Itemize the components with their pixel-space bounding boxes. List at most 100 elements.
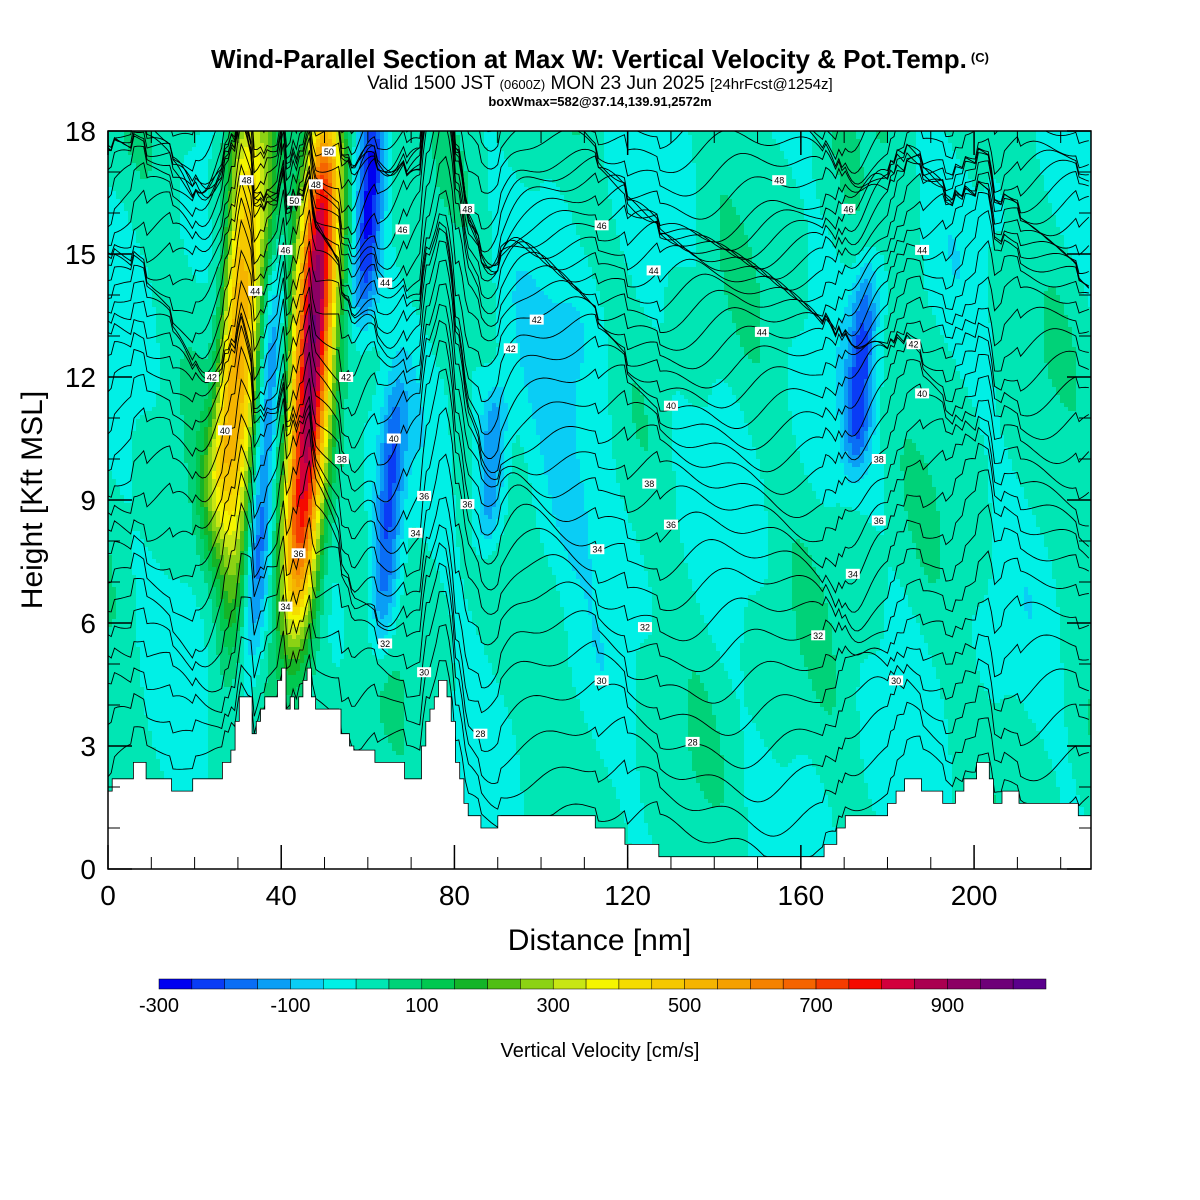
theta-contour-label-text: 46 (397, 225, 407, 235)
theta-contour-label: 46 (395, 224, 409, 235)
colorbar-swatch (323, 979, 356, 989)
colorbar-swatch (652, 979, 685, 989)
colorbar-swatch (422, 979, 455, 989)
theta-contour-label-text: 44 (250, 286, 260, 296)
theta-contour-label-text: 42 (908, 340, 918, 350)
theta-contour-label-text: 36 (666, 520, 676, 530)
colorbar-swatch (488, 979, 521, 989)
y-tick-label: 12 (65, 362, 96, 393)
theta-contour-label: 44 (755, 327, 769, 338)
theta-contour-label: 36 (417, 491, 431, 502)
theta-contour-label-text: 38 (644, 479, 654, 489)
theta-contour-label: 42 (504, 343, 518, 354)
colorbar-swatch (1013, 979, 1046, 989)
theta-contour-label-text: 32 (640, 623, 650, 633)
theta-contour-label: 28 (473, 729, 487, 740)
theta-contour-label: 44 (915, 245, 929, 256)
theta-contour-label: 36 (872, 516, 886, 527)
y-tick-label: 9 (80, 485, 96, 516)
theta-contour-label-text: 34 (281, 602, 291, 612)
theta-contour-label: 48 (309, 179, 323, 190)
colorbar-swatch (783, 979, 816, 989)
theta-contour-label-text: 48 (311, 180, 321, 190)
theta-contour-label: 32 (378, 639, 392, 650)
theta-contour-label: 50 (287, 196, 301, 207)
theta-contour-label-text: 46 (597, 221, 607, 231)
theta-contour-label: 32 (638, 622, 652, 633)
colorbar-swatch (750, 979, 783, 989)
theta-contour-label-text: 46 (843, 204, 853, 214)
theta-contour-label-text: 30 (419, 668, 429, 678)
theta-contour-label: 38 (872, 454, 886, 465)
theta-contour-label-text: 34 (592, 545, 602, 555)
theta-contour-label: 34 (279, 602, 293, 613)
colorbar-swatch (389, 979, 422, 989)
theta-contour-label: 36 (292, 548, 306, 559)
theta-contour-label-text: 50 (324, 147, 334, 157)
x-tick-label: 120 (604, 880, 651, 911)
y-tick-label: 18 (65, 116, 96, 147)
y-tick-label: 3 (80, 731, 96, 762)
theta-contour-label-text: 28 (475, 729, 485, 739)
colorbar-swatch (980, 979, 1013, 989)
theta-contour-label: 40 (664, 401, 678, 412)
theta-contour-label-text: 48 (774, 176, 784, 186)
y-axis-label: Height [Kft MSL] (16, 391, 49, 609)
theta-contour-label-text: 30 (891, 676, 901, 686)
theta-contour-label-text: 44 (917, 245, 927, 255)
colorbar-swatch (816, 979, 849, 989)
x-tick-label: 80 (439, 880, 470, 911)
colorbar-swatch (258, 979, 291, 989)
colorbar-swatch (915, 979, 948, 989)
colorbar-swatch (192, 979, 225, 989)
colorbar-tick-label: 500 (668, 995, 701, 1017)
x-tick-label: 0 (100, 880, 116, 911)
theta-contour-label-text: 32 (380, 639, 390, 649)
x-tick-label: 40 (266, 880, 297, 911)
theta-contour-label-text: 46 (281, 245, 291, 255)
colorbar-swatch (717, 979, 750, 989)
theta-contour-label: 34 (590, 544, 604, 555)
theta-contour-label-text: 28 (688, 737, 698, 747)
colorbar-swatch (455, 979, 488, 989)
theta-contour-label: 40 (915, 388, 929, 399)
theta-contour-label: 42 (339, 372, 353, 383)
theta-contour-label-text: 40 (917, 389, 927, 399)
theta-contour-label-text: 44 (757, 327, 767, 337)
theta-contour-label: 42 (205, 372, 219, 383)
colorbar-swatch (520, 979, 553, 989)
colorbar-swatch (290, 979, 323, 989)
colorbar-swatch (159, 979, 192, 989)
theta-contour-label: 48 (772, 175, 786, 186)
theta-contour-label-text: 38 (337, 455, 347, 465)
theta-contour-label-text: 30 (597, 676, 607, 686)
colorbar-swatch (586, 979, 619, 989)
theta-contour-label: 46 (595, 220, 609, 231)
theta-contour-label: 32 (811, 630, 825, 641)
theta-contour-label: 30 (595, 675, 609, 686)
theta-contour-label: 42 (906, 339, 920, 350)
colorbar-swatch (553, 979, 586, 989)
x-tick-label: 160 (778, 880, 825, 911)
theta-contour-label-text: 42 (207, 373, 217, 383)
theta-contour-label-text: 48 (462, 204, 472, 214)
theta-contour-label-text: 48 (242, 176, 252, 186)
theta-contour-label-text: 40 (389, 434, 399, 444)
cross-section-chart: 28283030 303232323434343436363636 36383838… (0, 0, 1200, 1200)
colorbar-swatch (356, 979, 389, 989)
colorbar-swatch (225, 979, 258, 989)
theta-contour-label: 40 (218, 425, 232, 436)
theta-contour-label: 30 (889, 675, 903, 686)
theta-contour-label: 34 (846, 569, 860, 580)
theta-contour-label-text: 34 (848, 569, 858, 579)
theta-contour-label: 36 (460, 499, 474, 510)
theta-contour-label: 34 (408, 528, 422, 539)
theta-contour-label: 46 (841, 204, 855, 215)
colorbar-tick-label: 700 (799, 995, 832, 1017)
colorbar-label: Vertical Velocity [cm/s] (501, 1040, 700, 1062)
theta-contour-label-text: 42 (341, 373, 351, 383)
theta-contour-label: 38 (335, 454, 349, 465)
colorbar-tick-label: 900 (931, 995, 964, 1017)
theta-contour-label-text: 34 (410, 528, 420, 538)
